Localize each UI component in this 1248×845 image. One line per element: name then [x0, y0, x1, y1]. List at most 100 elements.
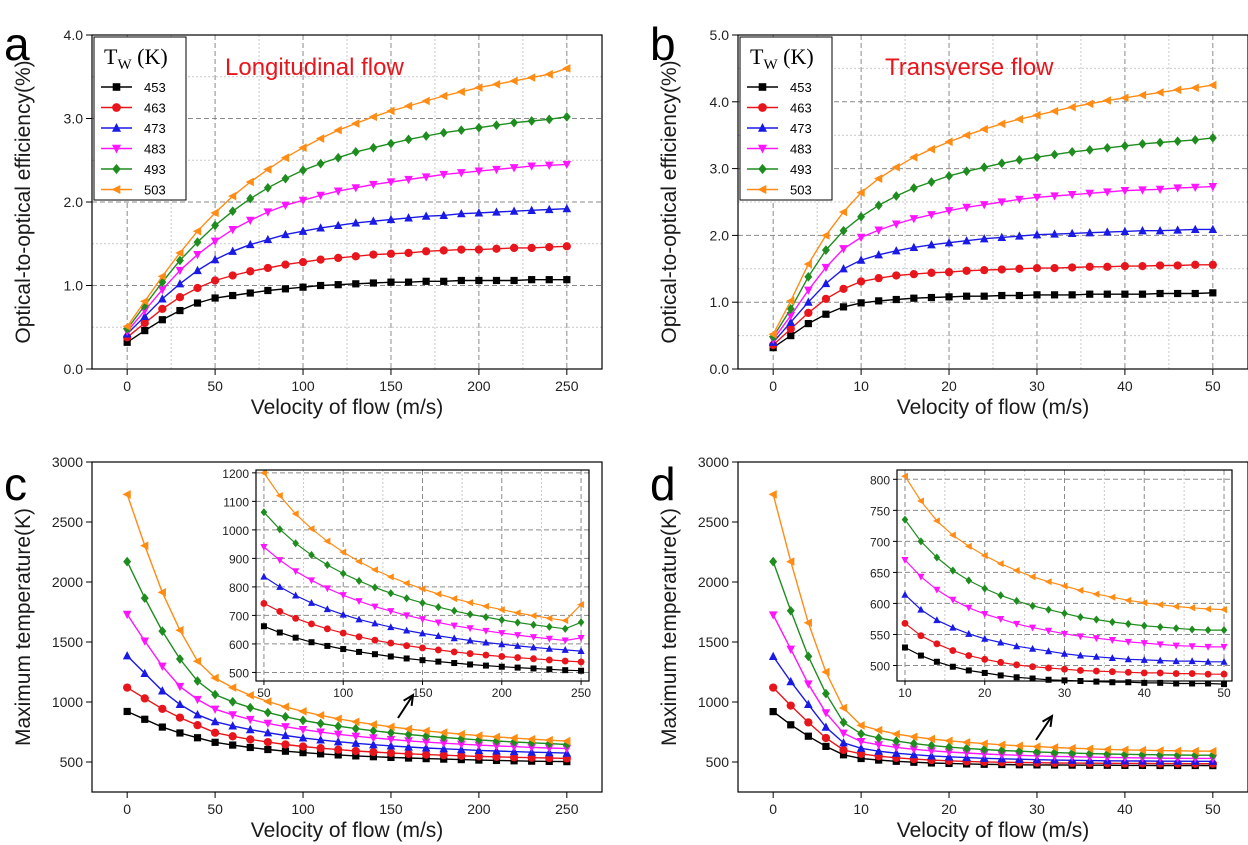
- legend-swatch-marker: [757, 144, 768, 154]
- data-point: [545, 635, 553, 643]
- data-point: [1032, 230, 1042, 239]
- data-point: [439, 170, 449, 180]
- data-point: [891, 246, 901, 255]
- data-point: [949, 596, 957, 604]
- data-point: [140, 311, 150, 320]
- data-point: [786, 296, 795, 306]
- data-point: [1208, 133, 1217, 143]
- data-point: [804, 732, 812, 740]
- data-point: [419, 598, 426, 607]
- data-point: [1028, 644, 1037, 652]
- data-point: [281, 730, 290, 740]
- data-point: [140, 694, 149, 703]
- series-473: [122, 651, 572, 757]
- data-point: [403, 724, 413, 734]
- data-point: [997, 672, 1004, 679]
- data-point: [998, 291, 1006, 300]
- legend-title: TW (K): [750, 44, 814, 73]
- legend-entry-473: 473: [747, 121, 812, 136]
- data-point: [386, 735, 396, 745]
- data-point: [1172, 602, 1180, 611]
- data-point: [544, 204, 554, 214]
- data-point: [944, 268, 954, 277]
- data-point: [1157, 679, 1164, 686]
- data-point: [228, 732, 237, 741]
- legend-title: TW (K): [104, 44, 168, 73]
- data-point: [281, 229, 290, 239]
- data-point: [1050, 192, 1059, 201]
- data-point: [933, 616, 941, 624]
- data-point: [786, 317, 796, 326]
- data-point: [965, 604, 973, 612]
- data-point: [933, 553, 941, 562]
- data-point: [474, 167, 484, 176]
- data-point: [821, 278, 831, 288]
- series-493: [901, 515, 1228, 635]
- data-point: [962, 743, 971, 754]
- data-point: [1140, 656, 1148, 663]
- data-point: [528, 276, 536, 284]
- y-tick-label: 500: [870, 659, 890, 673]
- data-point: [421, 738, 431, 747]
- data-point: [323, 537, 331, 545]
- data-point: [439, 127, 448, 138]
- series-493: [260, 508, 585, 633]
- data-point: [246, 289, 254, 297]
- data-point: [403, 101, 413, 111]
- data-point: [317, 281, 325, 290]
- data-point: [246, 743, 254, 752]
- y-tick-label: 3000: [698, 454, 729, 470]
- x-tick-label: 50: [207, 801, 223, 817]
- data-point: [917, 573, 925, 581]
- data-point: [917, 605, 925, 613]
- data-point: [944, 748, 954, 757]
- data-point: [838, 703, 848, 713]
- data-point: [450, 594, 458, 603]
- data-point: [874, 174, 883, 183]
- data-point: [404, 134, 413, 145]
- data-point: [927, 268, 936, 277]
- data-point: [892, 271, 901, 280]
- data-point: [526, 734, 536, 744]
- data-point: [769, 556, 778, 567]
- data-point: [210, 673, 219, 683]
- data-point: [530, 665, 537, 672]
- data-point: [838, 207, 848, 217]
- data-point: [456, 744, 466, 754]
- data-point: [1108, 593, 1116, 601]
- data-point: [371, 651, 378, 658]
- data-point: [997, 591, 1004, 600]
- data-point: [1205, 680, 1212, 687]
- data-point: [514, 654, 522, 662]
- data-point: [404, 749, 413, 758]
- data-point: [980, 265, 989, 275]
- data-point: [561, 624, 569, 633]
- data-point: [1109, 617, 1116, 627]
- data-point: [210, 276, 220, 285]
- data-point: [175, 682, 185, 692]
- data-point: [280, 153, 290, 163]
- data-point: [228, 246, 238, 255]
- data-point: [917, 537, 925, 546]
- x-tick-label: 250: [555, 378, 579, 394]
- data-point: [140, 637, 150, 646]
- legend-swatch-marker: [111, 184, 121, 195]
- legend-swatch-marker: [111, 123, 122, 132]
- y-tick-label: 1200: [222, 467, 249, 481]
- y-tick-label: 3.0: [64, 111, 84, 127]
- legend-swatch-marker: [112, 83, 121, 91]
- data-point: [369, 734, 378, 743]
- data-point: [482, 602, 489, 610]
- data-point: [1032, 263, 1042, 273]
- data-point: [339, 548, 347, 556]
- data-point: [466, 625, 474, 633]
- data-point: [933, 640, 941, 648]
- data-point: [821, 709, 831, 718]
- data-point: [1189, 680, 1196, 687]
- data-point: [263, 182, 272, 193]
- data-point: [292, 614, 300, 622]
- data-point: [980, 744, 989, 755]
- data-point: [1102, 745, 1111, 754]
- data-point: [158, 316, 166, 324]
- data-point: [498, 615, 506, 625]
